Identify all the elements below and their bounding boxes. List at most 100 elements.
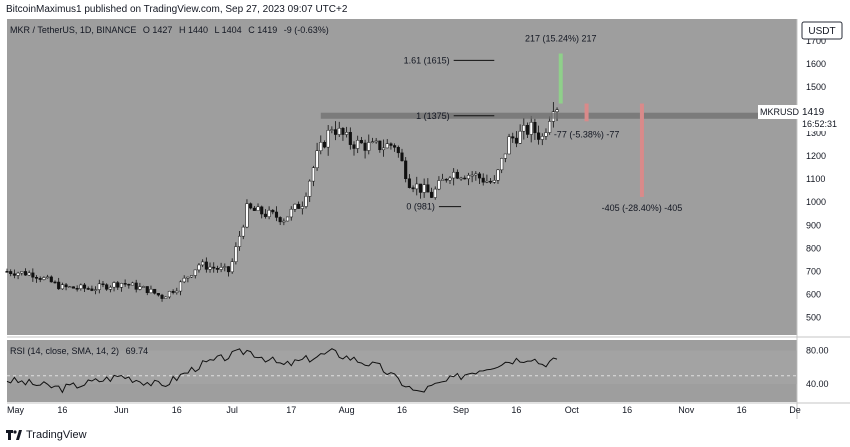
candle-body bbox=[178, 281, 183, 292]
ohlc-change: -9 (-0.63%) bbox=[283, 25, 329, 35]
candle-body bbox=[415, 183, 419, 190]
candle-body bbox=[23, 271, 28, 276]
candle-body bbox=[271, 209, 275, 213]
fib-level-label: 1 (1375) bbox=[416, 111, 450, 121]
candle-body bbox=[500, 158, 504, 171]
ohlc-close: C 1419 bbox=[248, 25, 278, 35]
candle-body bbox=[352, 144, 356, 149]
footer-brand-name: TradingView bbox=[26, 429, 87, 441]
price-chart-svg[interactable]: 1.61 (1615) 1 (1375) 0 (981) 217 (15.24%) … bbox=[0, 19, 850, 419]
price-tick-label: 1700 bbox=[806, 36, 826, 46]
candle-body bbox=[219, 267, 223, 270]
candle-body bbox=[300, 206, 304, 209]
price-tick-label: 1300 bbox=[806, 128, 826, 138]
rsi-name[interactable]: RSI (14, close, SMA, 14, 2) bbox=[10, 346, 120, 356]
candle-body bbox=[511, 136, 515, 139]
candle-body bbox=[223, 266, 227, 268]
price-scale-area bbox=[797, 19, 850, 419]
candle-body bbox=[433, 188, 437, 198]
candle-body bbox=[385, 143, 389, 149]
ohlc-low: L 1404 bbox=[214, 25, 242, 35]
candle-body bbox=[411, 187, 415, 190]
candle-body bbox=[422, 184, 426, 193]
time-tick-label: 16 bbox=[57, 405, 67, 415]
candle-body bbox=[160, 294, 164, 299]
last-price-tag bbox=[799, 105, 848, 131]
rsi-legend: RSI (14, close, SMA, 14, 2) 69.74 bbox=[10, 346, 152, 356]
candle-body bbox=[171, 290, 175, 293]
candle-body bbox=[60, 284, 64, 290]
candle-body bbox=[167, 290, 171, 298]
candle-body bbox=[274, 211, 279, 218]
measure-down-big-label: -405 (-28.40%) -405 bbox=[602, 203, 683, 213]
candle-body bbox=[529, 122, 533, 135]
candle-body bbox=[496, 169, 500, 181]
candle-body bbox=[71, 286, 75, 289]
main-pane bbox=[7, 19, 797, 335]
time-tick-label: May bbox=[7, 405, 25, 415]
candle-body bbox=[463, 177, 467, 180]
candle-body bbox=[27, 272, 31, 276]
time-tick-label: 16 bbox=[737, 405, 747, 415]
price-tick-label: 1500 bbox=[806, 82, 826, 92]
fib-level-label: 0 (981) bbox=[406, 202, 435, 212]
candle-body bbox=[503, 153, 507, 159]
candle-body bbox=[204, 261, 208, 270]
ticker-label: MKRUSDT bbox=[760, 107, 805, 117]
candle-body bbox=[315, 150, 319, 168]
candle-body bbox=[330, 129, 334, 131]
candle-body bbox=[46, 276, 50, 279]
candle-body bbox=[322, 142, 327, 148]
candle-body bbox=[212, 266, 216, 269]
candle-body bbox=[393, 145, 397, 148]
candle-body bbox=[20, 271, 24, 274]
candle-body bbox=[108, 286, 112, 290]
footer-brand: TradingView bbox=[6, 429, 87, 441]
candle-body bbox=[75, 288, 79, 290]
candle-body bbox=[97, 283, 101, 290]
candle-body bbox=[448, 177, 452, 181]
candle-body bbox=[378, 140, 382, 151]
price-tick-label: 700 bbox=[806, 266, 821, 276]
candle-body bbox=[555, 109, 559, 112]
candle-body bbox=[400, 152, 404, 162]
rsi-ticks: 80.00 40.00 bbox=[806, 345, 829, 389]
candle-body bbox=[518, 130, 522, 144]
candle-body bbox=[53, 281, 57, 284]
candle-body bbox=[359, 140, 363, 144]
time-tick-label: Jun bbox=[114, 405, 129, 415]
candle-body bbox=[474, 173, 478, 176]
time-tick-label: Oct bbox=[565, 405, 580, 415]
measure-up-label: 217 (15.24%) 217 bbox=[525, 34, 597, 44]
symbol-name[interactable]: MKR / TetherUS, 1D, BINANCE bbox=[10, 25, 137, 35]
candle-body bbox=[90, 288, 94, 291]
rsi-value: 69.74 bbox=[125, 346, 149, 356]
currency-badge[interactable] bbox=[801, 21, 843, 40]
candle-body bbox=[407, 178, 411, 188]
time-tick-label: Sep bbox=[453, 405, 469, 415]
candle-body bbox=[112, 282, 116, 288]
price-tick-label: 1000 bbox=[806, 197, 826, 207]
candle-body bbox=[12, 273, 16, 276]
candle-body bbox=[426, 184, 430, 193]
candle-body bbox=[481, 177, 485, 183]
candle-body bbox=[396, 147, 400, 154]
candle-body bbox=[101, 283, 105, 286]
candle-body bbox=[381, 147, 386, 151]
candle-body bbox=[201, 261, 205, 266]
candle-body bbox=[540, 136, 544, 140]
candle-body bbox=[319, 142, 323, 151]
price-tick-label: 800 bbox=[806, 243, 821, 253]
candle-body bbox=[134, 282, 138, 290]
chart-area[interactable]: 1.61 (1615) 1 (1375) 0 (981) 217 (15.24%) … bbox=[0, 19, 850, 419]
last-price: 1419 bbox=[802, 107, 825, 118]
time-tick-label: 17 bbox=[286, 405, 296, 415]
candle-body bbox=[34, 277, 39, 279]
candle-body bbox=[16, 272, 20, 276]
candle-body bbox=[455, 171, 459, 179]
candle-body bbox=[441, 178, 445, 181]
tradingview-logo-icon bbox=[6, 430, 22, 440]
price-tick-label: 1200 bbox=[806, 151, 826, 161]
candle-body bbox=[186, 276, 190, 279]
candle-body bbox=[522, 125, 526, 132]
